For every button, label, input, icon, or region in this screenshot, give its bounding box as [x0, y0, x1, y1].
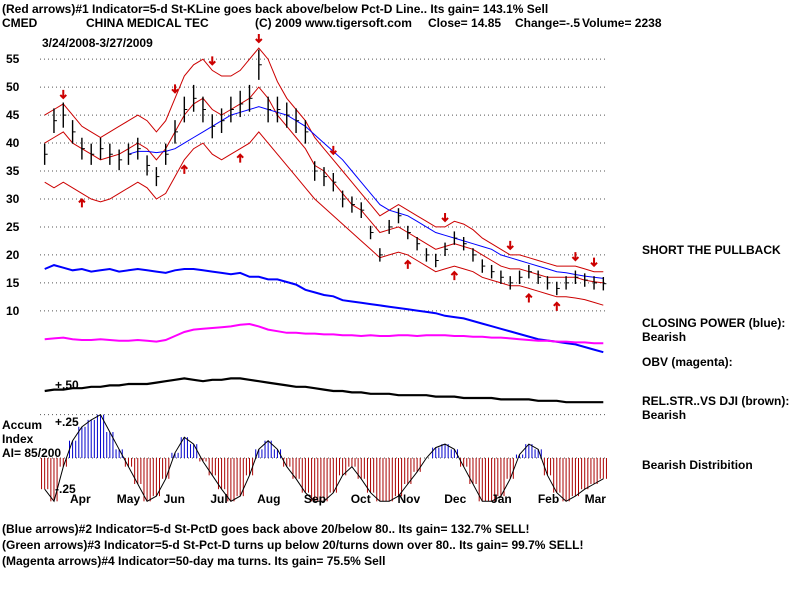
- relstr-tick: +.50: [55, 378, 79, 392]
- accum-index-label: Index: [2, 432, 34, 446]
- red-sell-arrow: [329, 145, 338, 156]
- obv-label: OBV (magenta):: [642, 355, 733, 369]
- short-pullback-label: SHORT THE PULLBACK: [642, 243, 781, 257]
- y-tick-label: 30: [6, 192, 20, 206]
- red-buy-arrow: [553, 301, 561, 311]
- signal-arrows: [59, 34, 598, 311]
- month-axis: Apr May Jun Jul Aug Sep Oct Nov Dec Jan Feb Mar: [70, 492, 606, 506]
- red-buy-arrow: [525, 293, 533, 303]
- y-tick-label: 25: [6, 220, 20, 234]
- change-value: Change=-.5: [515, 16, 581, 30]
- close-value: Close= 14.85: [428, 16, 502, 30]
- date-range: 3/24/2008-3/27/2009: [42, 36, 153, 50]
- red-sell-arrow: [590, 257, 598, 268]
- moving-average-line: [128, 106, 604, 279]
- closing-power-status: Bearish: [642, 330, 687, 344]
- month-label: May: [117, 492, 141, 506]
- red-buy-arrow: [78, 197, 86, 208]
- red-buy-arrow: [236, 153, 244, 163]
- price-bars: [43, 49, 607, 296]
- footer-magenta-arrows: (Magenta arrows)#4 Indicator=50-day ma t…: [2, 554, 386, 568]
- y-tick-label: 45: [6, 108, 20, 122]
- accum-line: [44, 414, 604, 503]
- relstr-status: Bearish: [642, 408, 687, 422]
- month-label: Feb: [538, 492, 559, 506]
- red-sell-arrow: [59, 89, 67, 100]
- ticker: CMED: [2, 16, 38, 30]
- accum-minus-tick: -.25: [55, 482, 76, 496]
- y-tick-label: 20: [6, 248, 20, 262]
- month-label: Jul: [210, 492, 227, 506]
- closing-power-line: [44, 264, 604, 354]
- red-buy-arrow: [404, 259, 412, 269]
- y-tick-label: 15: [6, 276, 20, 290]
- red-sell-arrow: [506, 240, 514, 251]
- red-sell-arrow: [208, 56, 216, 66]
- y-tick-label: 50: [6, 80, 20, 94]
- copyright: (C) 2009 www.tigersoft.com: [255, 16, 412, 30]
- company-name: CHINA MEDICAL TEC: [86, 16, 209, 30]
- price-y-axis: 10 15 20 25 30 35 40 45 50 55: [6, 52, 20, 318]
- month-label: Dec: [444, 492, 466, 506]
- red-sell-arrow: [571, 252, 580, 262]
- month-label: Nov: [397, 492, 420, 506]
- month-label: Mar: [585, 492, 607, 506]
- y-tick-label: 35: [6, 164, 20, 178]
- red-sell-arrow: [171, 84, 179, 94]
- month-label: Jan: [491, 492, 512, 506]
- y-tick-label: 40: [6, 136, 20, 150]
- y-tick-label: 10: [6, 304, 20, 318]
- moving-average: [128, 106, 604, 279]
- header-line1: (Red arrows)#1 Indicator=5-d St-KLine go…: [2, 2, 549, 16]
- relstr-label: REL.STR..VS DJI (brown):: [642, 394, 790, 408]
- distribution-label: Bearish Distribition: [642, 458, 753, 472]
- red-buy-arrow: [450, 270, 459, 281]
- month-label: Jun: [164, 492, 185, 506]
- footer-green-arrows: (Green arrows)#3 Indicator=5-d St-Pct-D …: [2, 538, 584, 552]
- indicator-lines: [44, 264, 604, 404]
- upper-band: [44, 47, 604, 273]
- red-buy-arrow: [180, 164, 189, 174]
- relstr-line: [44, 377, 604, 404]
- footer-blue-arrows: (Blue arrows)#2 Indicator=5-d St-PctD go…: [2, 522, 530, 536]
- month-label: Oct: [351, 492, 371, 506]
- obv-line: [44, 322, 604, 345]
- volume-value: Volume= 2238: [582, 16, 662, 30]
- month-label: Sep: [304, 492, 326, 506]
- accumulation-index: [40, 414, 608, 503]
- y-tick-label: 55: [6, 52, 20, 66]
- month-label: Apr: [70, 492, 91, 506]
- accum-plus-tick: +.25: [55, 415, 79, 429]
- red-sell-arrow: [255, 34, 263, 44]
- month-label: Aug: [257, 492, 280, 506]
- red-sell-arrow: [441, 212, 449, 223]
- accum-title: Accum: [2, 418, 43, 432]
- closing-power-label: CLOSING POWER (blue):: [642, 316, 786, 330]
- accum-ai-value: AI= 85/200: [2, 446, 62, 460]
